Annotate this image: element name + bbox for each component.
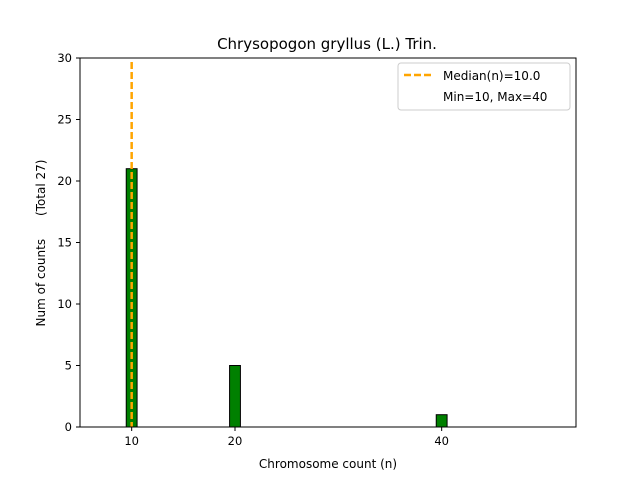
bars-layer (110, 168, 530, 428)
y-tick-label: 25 (57, 113, 72, 127)
y-tick-label: 30 (57, 51, 72, 65)
x-tick-label: 40 (434, 434, 449, 448)
legend-range-label: Min=10, Max=40 (443, 90, 547, 104)
legend-median-label: Median(n)=10.0 (443, 69, 540, 83)
x-tick-label: 20 (228, 434, 243, 448)
y-tick-label: 5 (65, 359, 72, 373)
y-tick-label: 20 (57, 174, 72, 188)
y-tick-label: 15 (57, 236, 72, 250)
legend: Median(n)=10.0 Min=10, Max=40 (397, 62, 571, 111)
y-tick-label: 0 (65, 420, 72, 434)
bar-20 (229, 365, 241, 428)
plot-frame (79, 57, 577, 428)
x-tick-label: 10 (124, 434, 139, 448)
chart-title: Chrysopogon gryllus (L.) Trin. (217, 35, 437, 53)
x-axis-label: Chromosome count (n) (259, 457, 397, 471)
legend-box (397, 62, 571, 111)
y-tick-label: 10 (57, 297, 72, 311)
y-axis-label: Num of counts (Total 27) (34, 160, 48, 327)
y-axis-ticks: 0 5 10 15 20 25 30 (57, 51, 80, 434)
bar-40 (435, 414, 448, 428)
x-axis-ticks: 10 20 40 (124, 427, 449, 448)
